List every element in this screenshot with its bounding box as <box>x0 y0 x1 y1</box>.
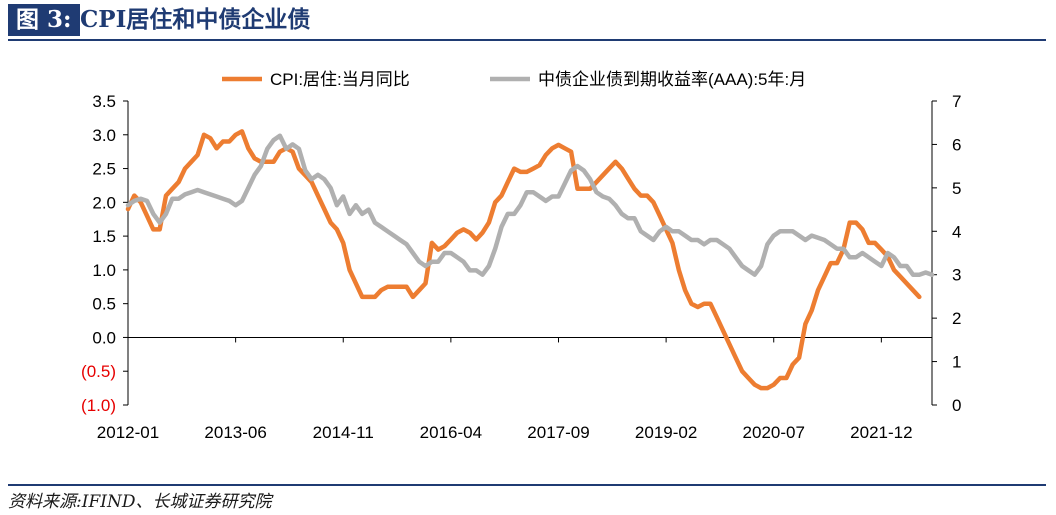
x-tick-label: 2017-09 <box>527 423 589 442</box>
left-tick-label: (1.0) <box>81 396 116 415</box>
legend-label-bond: 中债企业债到期收益率(AAA):5年:月 <box>538 70 806 89</box>
legend-label-cpi: CPI:居住:当月同比 <box>270 70 410 89</box>
figure-title: CPI居住和中债企业债 <box>80 6 311 33</box>
left-tick-label: 2.0 <box>92 193 116 212</box>
figure-label: 图 3: <box>8 4 80 36</box>
footer-divider <box>8 484 1046 486</box>
x-tick-label: 2014-11 <box>313 423 374 442</box>
cpi-housing-series-line <box>125 129 922 391</box>
left-tick-label: (0.5) <box>81 362 116 381</box>
x-tick-label: 2019-02 <box>635 423 697 442</box>
right-tick-label: 3 <box>952 266 961 285</box>
x-tick-label: 2020-07 <box>743 423 805 442</box>
right-tick-label: 7 <box>952 92 961 111</box>
figure-header: 图 3: CPI居住和中债企业债 <box>0 0 1046 42</box>
x-tick-label: 2012-01 <box>97 423 159 442</box>
left-tick-label: 0.5 <box>92 295 116 314</box>
left-tick-label: 3.5 <box>92 92 116 111</box>
x-tick-label: 2013-06 <box>204 423 266 442</box>
dual-axis-line-chart: (1.0) (0.5) 0.0 0.5 1.0 1.5 2.0 2.5 3.0 3.5 0 1 2 3 4 5… <box>81 70 961 442</box>
header-divider <box>8 39 1046 41</box>
left-tick-label: 0.0 <box>92 328 116 347</box>
right-tick-label: 5 <box>952 179 961 198</box>
x-tick-label: 2021-12 <box>850 423 912 442</box>
left-tick-label: 1.5 <box>92 227 116 246</box>
right-tick-label: 2 <box>952 309 961 328</box>
left-tick-label: 2.5 <box>92 160 116 179</box>
right-tick-label: 4 <box>952 222 961 241</box>
x-tick-label: 2016-04 <box>420 423 482 442</box>
bond-yield-series-line <box>125 133 935 277</box>
right-tick-label: 6 <box>952 135 961 154</box>
source-note: 资料来源:IFIND、长城证券研究院 <box>8 492 272 512</box>
left-tick-label: 1.0 <box>92 261 116 280</box>
right-tick-label: 1 <box>952 353 961 372</box>
left-tick-label: 3.0 <box>92 126 116 145</box>
right-tick-label: 0 <box>952 396 961 415</box>
